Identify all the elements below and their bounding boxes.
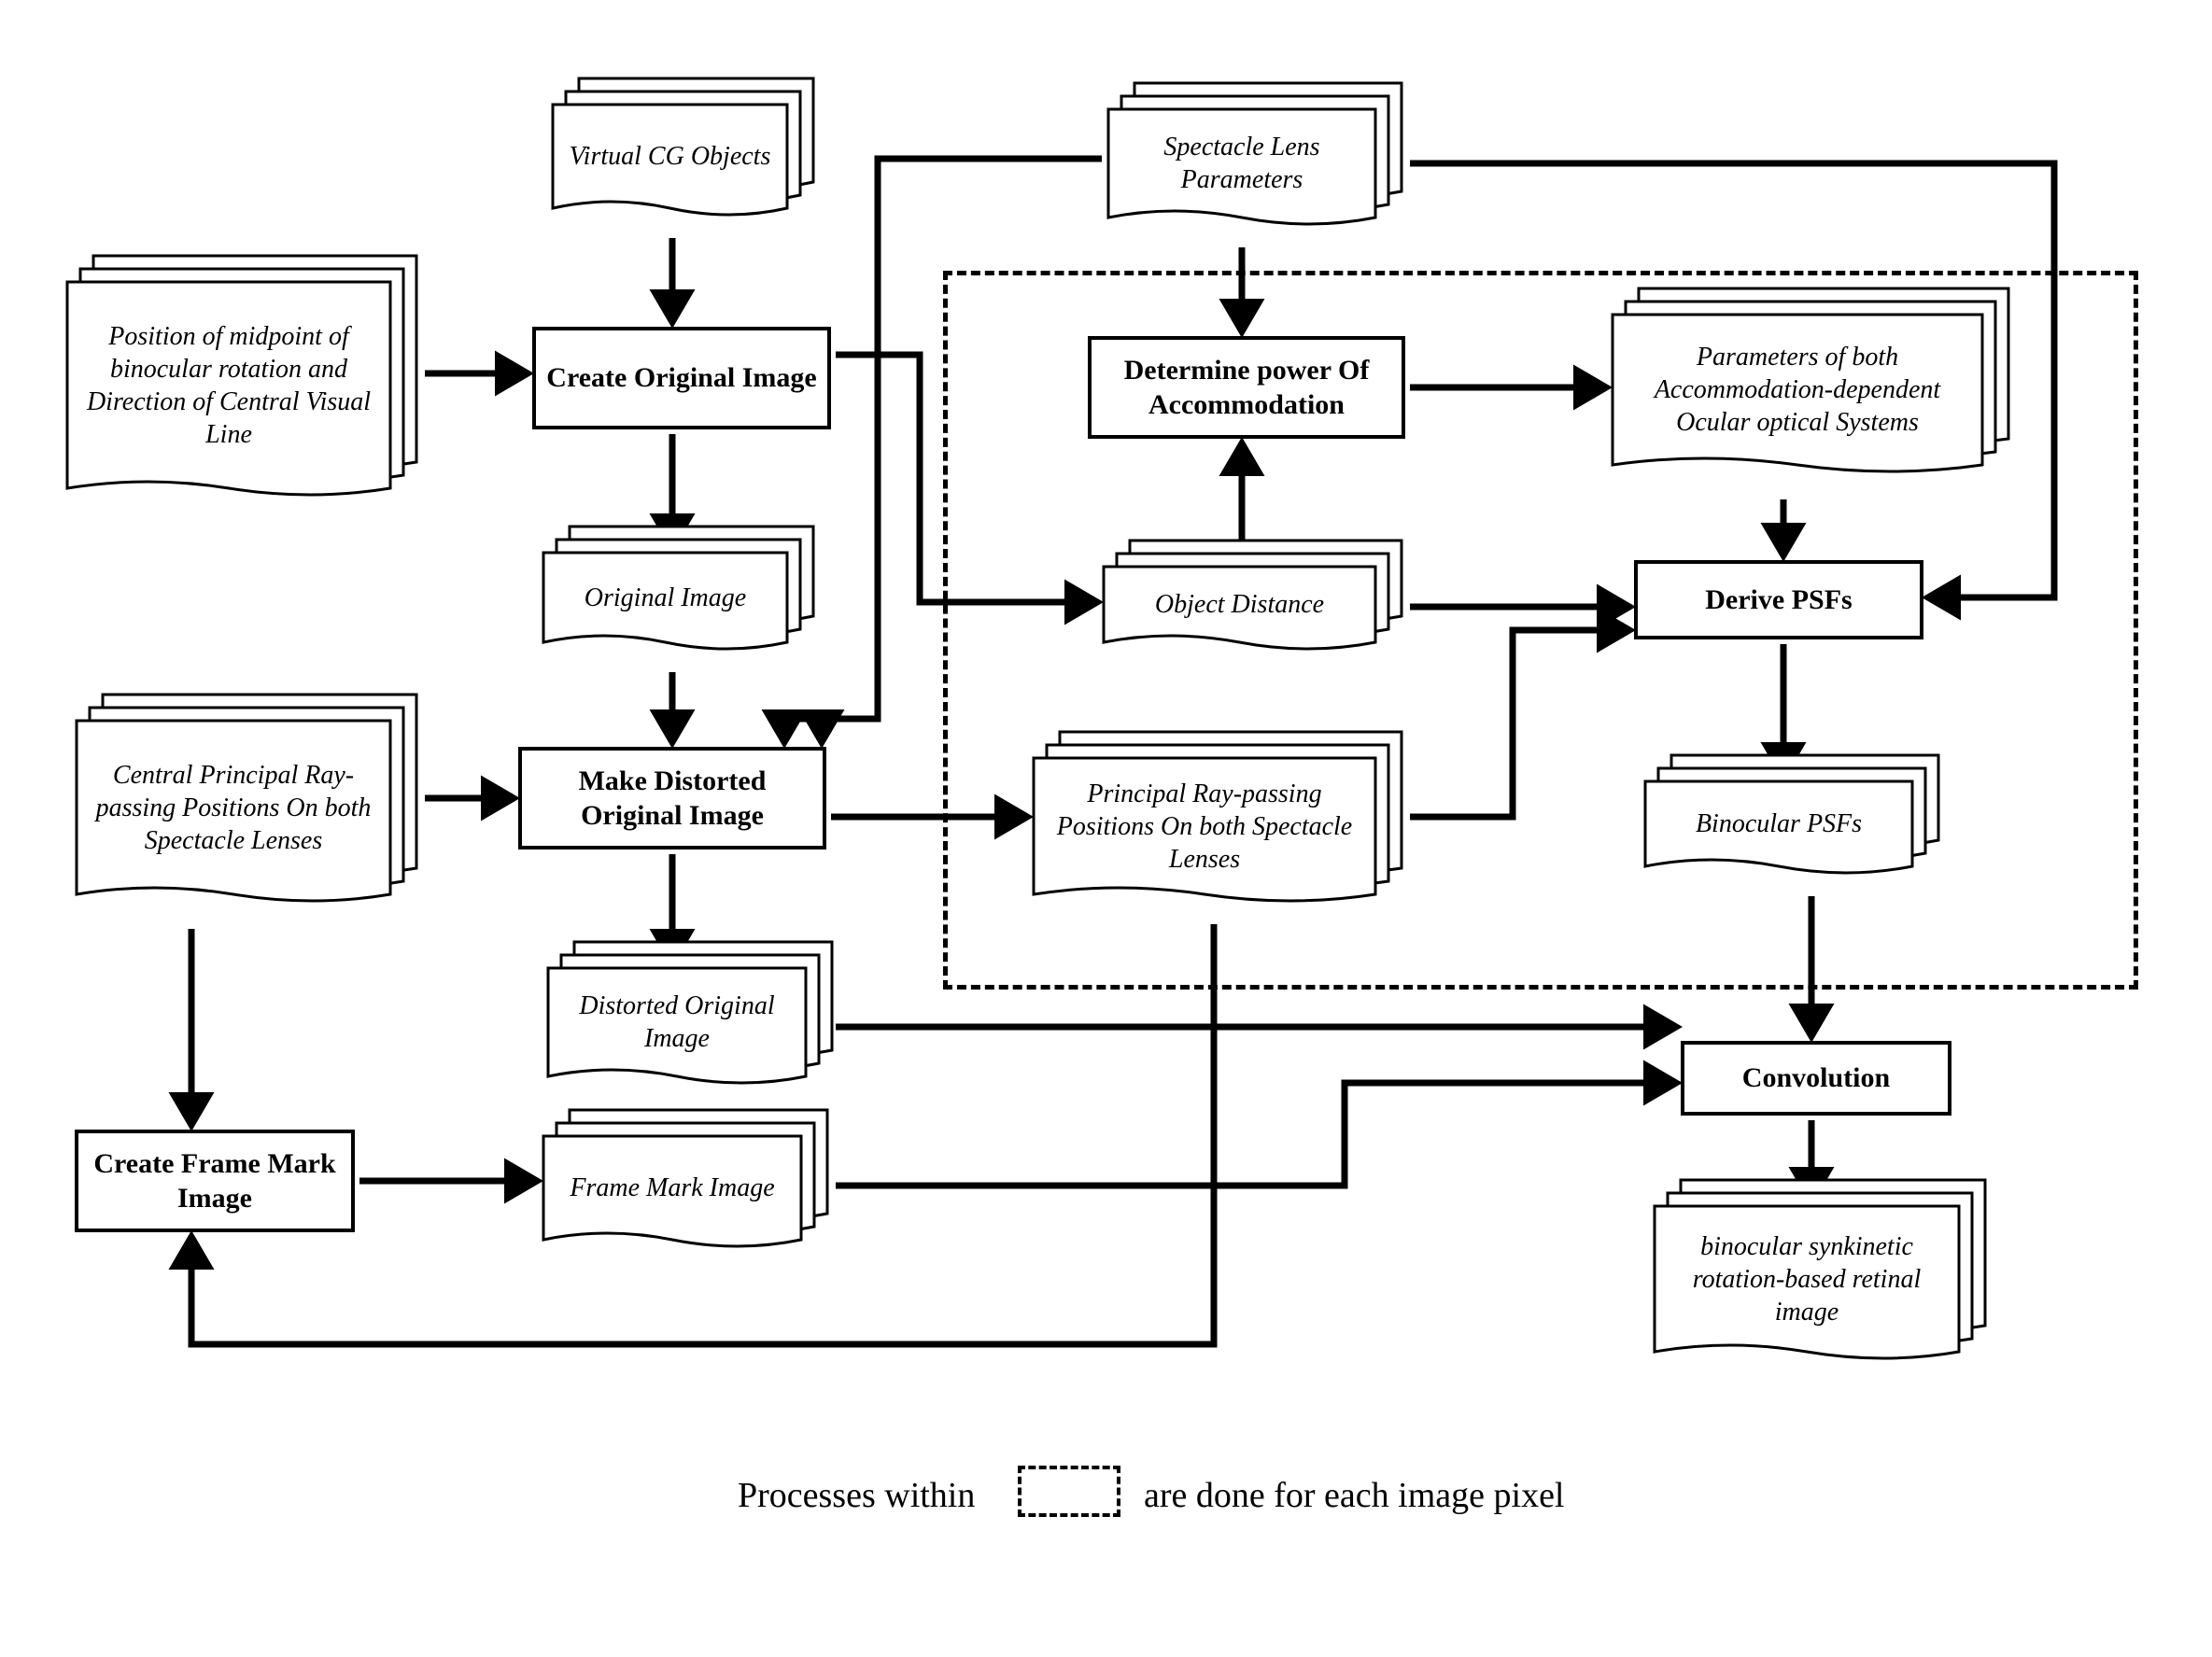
doc-label-frame_mark_image: Frame Mark Image	[542, 1134, 803, 1242]
doc-frame_mark_image: Frame Mark Image	[542, 1134, 829, 1268]
doc-original_image: Original Image	[542, 551, 815, 670]
doc-position_midpoint: Position of midpoint of binocular rotati…	[65, 280, 418, 516]
process-create_frame_mark: Create Frame Mark Image	[75, 1130, 355, 1232]
flowchart-canvas: Virtual CG Objects Position of midpoint o…	[0, 0, 2212, 1657]
legend-dashed-box	[1018, 1466, 1120, 1517]
doc-label-binocular_psfs: Binocular PSFs	[1643, 779, 1914, 868]
doc-object_distance: Object Distance	[1102, 565, 1403, 670]
doc-label-central_principal: Central Principal Ray-passing Positions …	[75, 719, 392, 896]
doc-label-distorted_original: Distorted Original Image	[546, 966, 808, 1078]
doc-label-params_both: Parameters of both Accommodation-depende…	[1611, 313, 1984, 467]
doc-params_both: Parameters of both Accommodation-depende…	[1611, 313, 2010, 493]
doc-label-position_midpoint: Position of midpoint of binocular rotati…	[65, 280, 392, 490]
doc-label-original_image: Original Image	[542, 551, 789, 644]
legend-prefix: Processes within	[738, 1475, 975, 1516]
doc-principal_ray: Principal Ray-passing Positions On both …	[1032, 756, 1403, 922]
doc-distorted_original: Distorted Original Image	[546, 966, 834, 1104]
doc-binocular_psfs: Binocular PSFs	[1643, 779, 1940, 894]
doc-spectral_lens_params: Spectacle Lens Parameters	[1106, 107, 1403, 246]
doc-virtual_cg: Virtual CG Objects	[551, 103, 815, 236]
process-create_original: Create Original Image	[532, 327, 831, 429]
doc-label-retinal_image: binocular synkinetic rotation-based reti…	[1653, 1204, 1961, 1354]
doc-label-spectral_lens_params: Spectacle Lens Parameters	[1106, 107, 1377, 219]
process-convolution: Convolution	[1681, 1041, 1951, 1116]
doc-label-principal_ray: Principal Ray-passing Positions On both …	[1032, 756, 1377, 896]
doc-label-virtual_cg: Virtual CG Objects	[551, 103, 789, 210]
doc-label-object_distance: Object Distance	[1102, 565, 1377, 644]
process-derive_psfs: Derive PSFs	[1634, 560, 1923, 639]
process-make_distorted: Make Distorted Original Image	[518, 747, 826, 850]
doc-retinal_image: binocular synkinetic rotation-based reti…	[1653, 1204, 1987, 1380]
process-determine_power: Determine power Of Accommodation	[1088, 336, 1405, 439]
legend-suffix: are done for each image pixel	[1144, 1475, 1565, 1516]
doc-central_principal: Central Principal Ray-passing Positions …	[75, 719, 418, 922]
